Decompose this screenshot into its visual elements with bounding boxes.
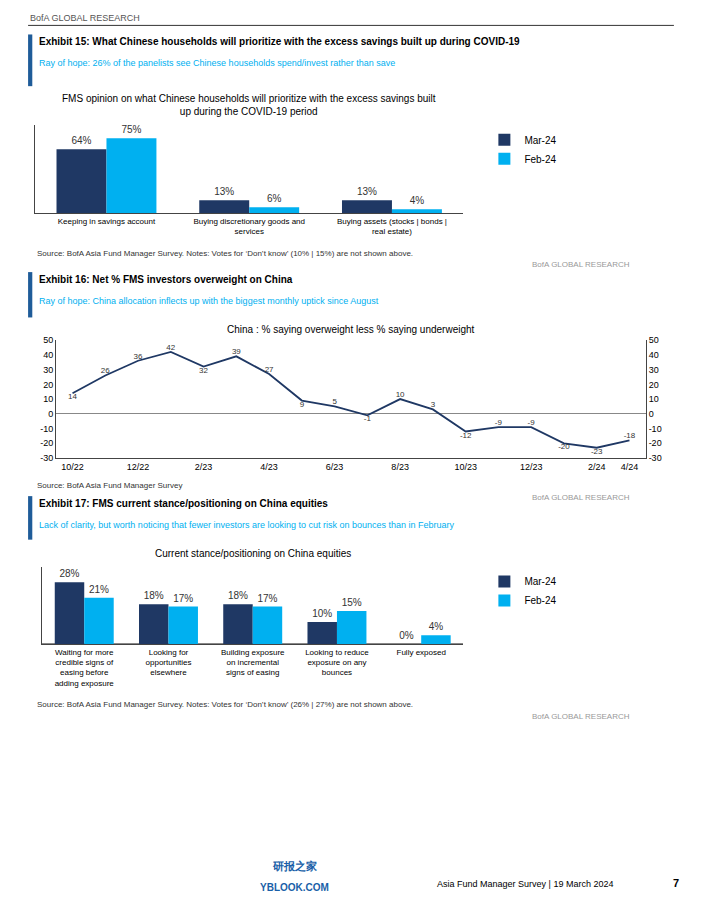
svg-text:12/23: 12/23	[520, 462, 543, 472]
svg-text:6/23: 6/23	[326, 462, 344, 472]
svg-text:Building exposureon incrementa: Building exposureon incrementalsigns of …	[221, 648, 285, 678]
svg-text:0: 0	[48, 409, 53, 419]
svg-text:50: 50	[43, 335, 53, 345]
svg-text:BofA GLOBAL RESEARCH: BofA GLOBAL RESEARCH	[532, 260, 630, 269]
svg-text:10/22: 10/22	[61, 462, 84, 472]
svg-text:2/23: 2/23	[195, 462, 213, 472]
svg-text:-10: -10	[649, 424, 662, 434]
svg-text:36: 36	[134, 352, 143, 361]
svg-text:-30: -30	[40, 453, 53, 463]
svg-text:14: 14	[68, 392, 77, 401]
svg-text:0: 0	[649, 409, 654, 419]
svg-text:75%: 75%	[121, 124, 141, 135]
svg-text:Asia Fund Manager Survey | 19: Asia Fund Manager Survey | 19 March 2024	[437, 879, 613, 889]
svg-text:10/23: 10/23	[454, 462, 477, 472]
svg-text:21%: 21%	[89, 584, 109, 595]
svg-text:-9: -9	[495, 418, 503, 427]
svg-text:28%: 28%	[59, 568, 79, 579]
svg-text:Buying discretionary goods and: Buying discretionary goods andservices	[193, 217, 305, 236]
svg-text:20: 20	[43, 379, 53, 389]
svg-text:4%: 4%	[429, 621, 444, 632]
svg-text:BofA GLOBAL RESEARCH: BofA GLOBAL RESEARCH	[532, 712, 630, 721]
svg-text:8/23: 8/23	[391, 462, 409, 472]
svg-text:20: 20	[649, 379, 659, 389]
svg-text:40: 40	[43, 350, 53, 360]
svg-text:Source: BofA Asia Fund Manager: Source: BofA Asia Fund Manager Survey	[37, 481, 182, 490]
svg-text:Exhibit 17: FMS current stance: Exhibit 17: FMS current stance/positioni…	[39, 498, 328, 509]
svg-text:17%: 17%	[257, 593, 277, 604]
svg-text:0%: 0%	[399, 630, 414, 641]
svg-text:研报之家: 研报之家	[272, 860, 317, 872]
svg-text:-30: -30	[649, 453, 662, 463]
svg-text:Source: BofA Asia Fund Manager: Source: BofA Asia Fund Manager Survey. N…	[37, 700, 413, 709]
svg-text:18%: 18%	[144, 590, 164, 601]
svg-text:39: 39	[232, 347, 241, 356]
svg-text:30: 30	[649, 365, 659, 375]
svg-text:4%: 4%	[410, 195, 425, 206]
svg-text:-12: -12	[460, 431, 472, 440]
svg-text:-20: -20	[558, 442, 570, 451]
svg-text:Feb-24: Feb-24	[524, 154, 556, 165]
svg-text:10: 10	[43, 394, 53, 404]
svg-text:9: 9	[300, 400, 305, 409]
svg-text:13%: 13%	[357, 186, 377, 197]
svg-text:Source: BofA Asia Fund Manager: Source: BofA Asia Fund Manager Survey. N…	[37, 249, 413, 258]
svg-text:Waiting for morecredible signs: Waiting for morecredible signs ofeasing …	[55, 648, 115, 688]
svg-text:Ray of hope: 26% of the paneli: Ray of hope: 26% of the panelists see Ch…	[39, 58, 395, 68]
svg-text:12/22: 12/22	[127, 462, 150, 472]
svg-text:China : % saying overweight le: China : % saying overweight less % sayin…	[227, 324, 475, 335]
svg-text:-20: -20	[649, 438, 662, 448]
svg-text:64%: 64%	[71, 135, 91, 146]
svg-text:27: 27	[265, 365, 274, 374]
svg-text:15%: 15%	[342, 597, 362, 608]
svg-text:4/23: 4/23	[260, 462, 278, 472]
svg-text:FMS opinion on what Chinese ho: FMS opinion on what Chinese households w…	[62, 93, 436, 117]
svg-text:-9: -9	[528, 418, 536, 427]
svg-text:Feb-24: Feb-24	[524, 595, 556, 606]
svg-text:-1: -1	[364, 414, 372, 423]
svg-text:10%: 10%	[312, 608, 332, 619]
svg-text:-20: -20	[40, 438, 53, 448]
svg-text:YBLOOK.COM: YBLOOK.COM	[260, 882, 329, 893]
svg-text:Mar-24: Mar-24	[524, 135, 556, 146]
svg-text:Ray of hope: China allocation: Ray of hope: China allocation inflects u…	[39, 296, 379, 306]
svg-text:Keeping in savings account: Keeping in savings account	[58, 217, 156, 226]
svg-text:Mar-24: Mar-24	[524, 576, 556, 587]
svg-text:-23: -23	[591, 447, 603, 456]
svg-text:3: 3	[431, 400, 436, 409]
svg-text:6%: 6%	[267, 193, 282, 204]
svg-text:26: 26	[101, 366, 110, 375]
svg-text:42: 42	[166, 343, 175, 352]
svg-text:Lack of clarity, but worth not: Lack of clarity, but worth noticing that…	[39, 520, 455, 530]
svg-text:7: 7	[673, 877, 679, 889]
svg-text:50: 50	[649, 335, 659, 345]
svg-text:30: 30	[43, 365, 53, 375]
svg-text:-18: -18	[624, 431, 636, 440]
svg-text:-10: -10	[40, 424, 53, 434]
svg-text:40: 40	[649, 350, 659, 360]
svg-text:Looking to reduceexposure on a: Looking to reduceexposure on anybounces	[305, 648, 369, 678]
svg-text:Current stance/positioning on: Current stance/positioning on China equi…	[155, 548, 351, 559]
svg-text:4/24: 4/24	[621, 462, 639, 472]
svg-text:Exhibit 16: Net % FMS investor: Exhibit 16: Net % FMS investors overweig…	[39, 274, 293, 285]
svg-text:2/24: 2/24	[588, 462, 606, 472]
svg-text:13%: 13%	[214, 186, 234, 197]
svg-text:32: 32	[199, 366, 208, 375]
svg-text:18%: 18%	[228, 590, 248, 601]
svg-text:10: 10	[649, 394, 659, 404]
svg-text:BofA GLOBAL RESEARCH: BofA GLOBAL RESEARCH	[532, 493, 630, 502]
svg-text:17%: 17%	[173, 593, 193, 604]
svg-text:10: 10	[396, 390, 405, 399]
svg-text:Exhibit 15: What Chinese house: Exhibit 15: What Chinese households will…	[39, 36, 520, 47]
svg-text:5: 5	[332, 397, 337, 406]
svg-text:Buying assets (stocks | bonds: Buying assets (stocks | bonds |real esta…	[337, 217, 447, 236]
svg-text:Fully exposed: Fully exposed	[397, 648, 446, 657]
svg-text:BofA GLOBAL RESEARCH: BofA GLOBAL RESEARCH	[30, 13, 140, 23]
svg-text:Looking foropportunitieselsewh: Looking foropportunitieselsewhere	[146, 648, 192, 678]
